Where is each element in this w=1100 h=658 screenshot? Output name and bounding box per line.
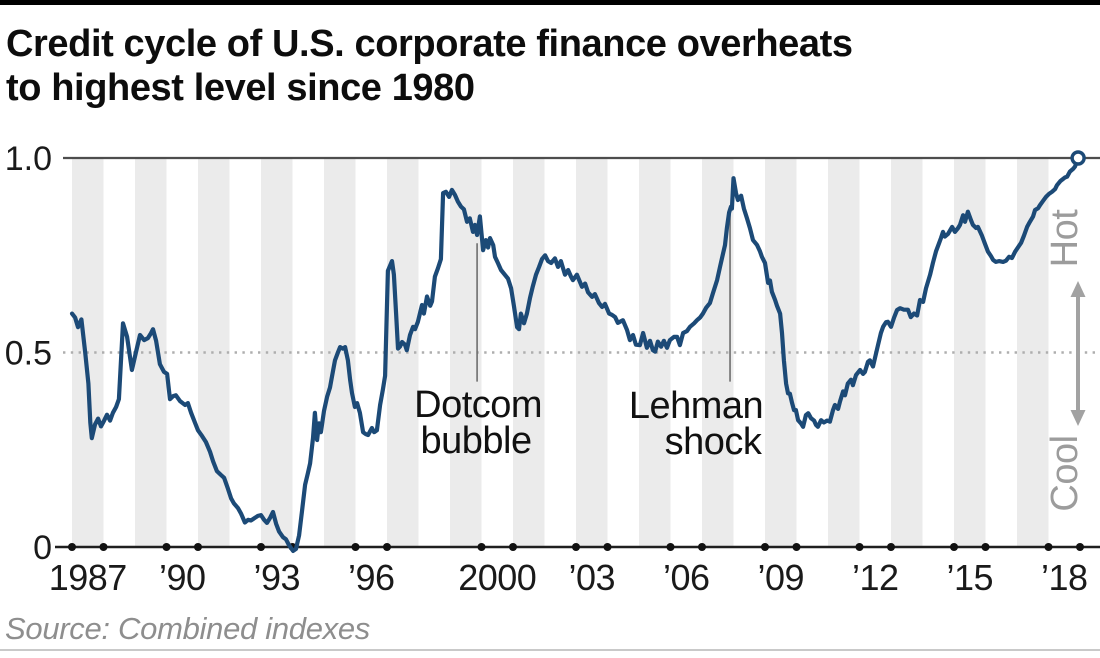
source-note: Source: Combined indexes [5,611,371,646]
x-tick-dot [950,543,958,551]
lehman-annotation-label: Lehman [629,385,763,427]
x-axis-label: ’15 [946,557,993,598]
hot-label: Hot [1044,209,1086,268]
x-tick-dot [68,543,76,551]
x-tick-dot [981,543,990,551]
gauge-arrow-down-icon [1070,410,1086,426]
y-axis-label: 0 [33,529,52,567]
y-axis-label: 1.0 [5,140,52,178]
x-tick-dot [855,543,864,551]
x-tick-dot [257,543,265,551]
x-tick-dot [194,543,202,551]
year-stripe [1017,159,1049,546]
x-tick-dot [666,543,675,551]
x-axis-label: ’93 [253,557,300,598]
x-tick-dot [351,543,360,551]
x-tick-dot [603,543,612,551]
x-tick-dot [1076,543,1084,551]
dotcom-annotation-label: bubble [421,420,532,462]
cool-label: Cool [1044,435,1086,511]
credit-cycle-line [69,155,1081,553]
x-tick-dot [572,543,580,551]
top-rule [0,0,1100,5]
x-axis-label: ’03 [568,557,615,598]
x-tick-dot [383,543,391,551]
x-tick-dot [761,543,769,551]
chart-title: Credit cycle of U.S. corporate finance o… [6,23,853,109]
gauge-arrow-up-icon [1070,281,1086,297]
year-stripe [198,159,230,546]
x-tick-dot [887,543,895,551]
x-tick-dot [477,543,486,551]
x-tick-dot [99,543,108,551]
x-axis-label: ’96 [348,557,395,598]
x-axis-label: ’18 [1041,557,1088,598]
lehman-annotation-label: shock [665,421,763,463]
x-axis-label: ’06 [663,557,710,598]
x-axis-label: ’12 [852,557,899,598]
x-axis-label: ’09 [757,557,804,598]
x-tick-dot [509,543,517,551]
x-axis-label: 2000 [458,557,536,598]
bottom-rule [0,649,1100,651]
x-tick-dot [792,543,801,551]
x-tick-dot [1044,543,1053,551]
y-axis-label: 0.5 [5,335,52,373]
x-axis-label: 1987 [49,557,127,598]
x-tick-dot [698,543,706,551]
x-tick-dot [162,543,171,551]
x-axis-label: ’90 [159,557,206,598]
year-stripe [261,159,293,546]
latest-point-marker [1070,150,1086,166]
dotcom-annotation-label: Dotcom [414,384,542,426]
